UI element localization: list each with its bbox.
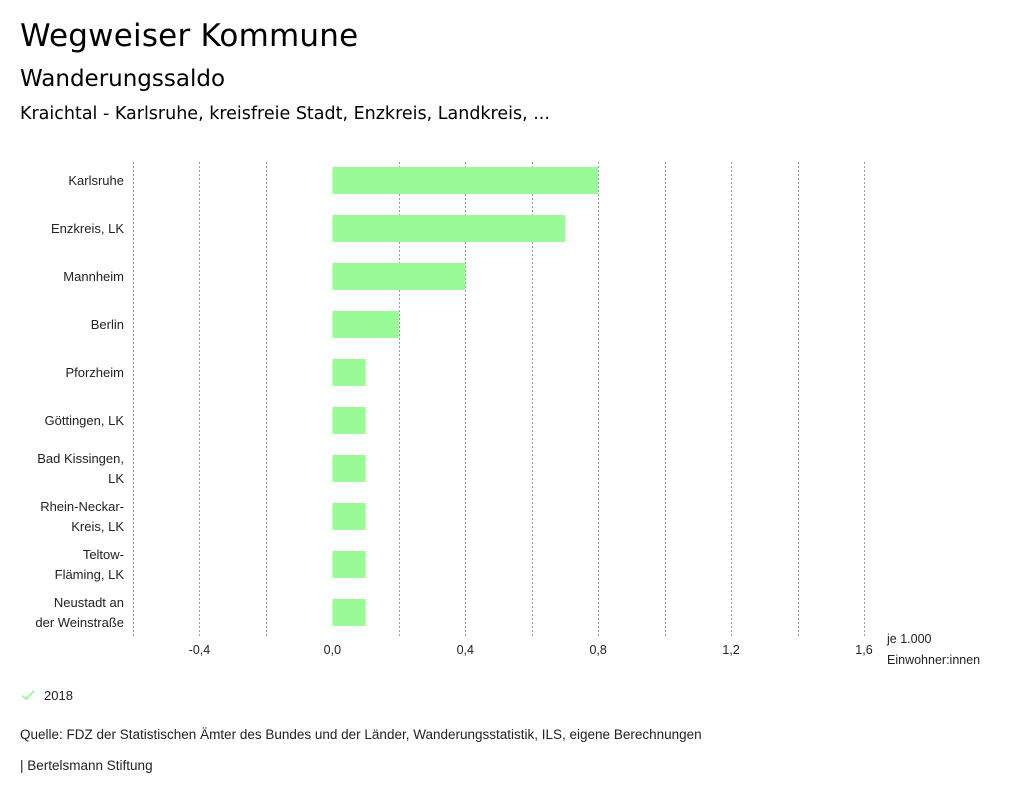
bar[interactable] (332, 263, 466, 290)
chart-subtitle: Wanderungssaldo (20, 66, 226, 92)
tick-label: 1,2 (722, 643, 739, 657)
category-label: Mannheim (63, 269, 124, 284)
axis-unit-label: je 1.000 (886, 632, 932, 646)
bar[interactable] (332, 551, 366, 578)
bar[interactable] (332, 503, 366, 530)
legend[interactable]: 2018 (20, 687, 73, 703)
category-label: Rhein-Neckar- (40, 499, 124, 514)
source-note: Quelle: FDZ der Statistischen Ämter des … (20, 727, 702, 742)
bar[interactable] (332, 407, 366, 434)
check-icon (21, 690, 35, 701)
bar[interactable] (332, 311, 399, 338)
category-label: Pforzheim (65, 365, 124, 380)
axis-unit-label: Einwohner:innen (887, 653, 980, 667)
category-label: Karlsruhe (68, 173, 124, 188)
category-label: Kreis, LK (71, 519, 124, 534)
category-label: Göttingen, LK (45, 413, 125, 428)
tick-label: 0,4 (457, 643, 474, 657)
bar-chart: Karlsruhe Enzkreis, LK Mannheim Berlin Pforz… (35, 162, 980, 667)
bar[interactable] (332, 599, 366, 626)
category-label: der Weinstraße (35, 615, 124, 630)
category-label: Neustadt an (54, 595, 124, 610)
bar[interactable] (332, 167, 599, 194)
category-label: Enzkreis, LK (51, 221, 124, 236)
category-label: Fläming, LK (55, 567, 125, 582)
bar[interactable] (332, 455, 366, 482)
category-label: LK (108, 471, 124, 486)
category-label: Teltow- (83, 547, 124, 562)
credit-note: | Bertelsmann Stiftung (20, 758, 153, 773)
legend-label: 2018 (44, 687, 73, 703)
chart-title: Wegweiser Kommune (20, 18, 359, 54)
tick-label: 0,0 (324, 643, 341, 657)
bar[interactable] (332, 359, 366, 386)
tick-label: -0,4 (189, 643, 211, 657)
category-label: Bad Kissingen, (37, 451, 124, 466)
region-label: Kraichtal - Karlsruhe, kreisfreie Stadt,… (20, 104, 550, 124)
bar[interactable] (332, 215, 565, 242)
category-label: Berlin (91, 317, 124, 332)
tick-label: 1,6 (855, 643, 872, 657)
tick-label: 0,8 (589, 643, 606, 657)
